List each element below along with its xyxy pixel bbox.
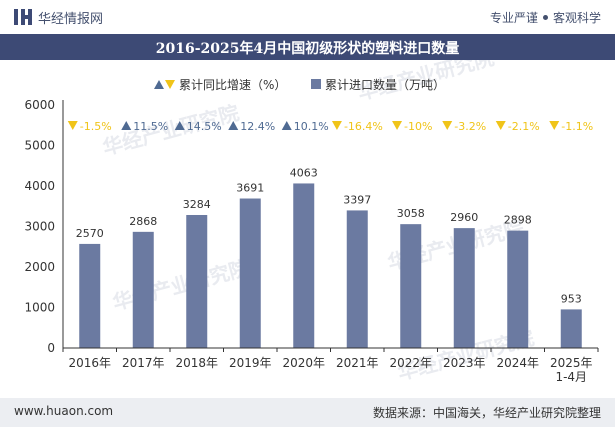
growth-label: -1.5%	[80, 120, 112, 133]
bar-value-label: 2570	[76, 227, 104, 240]
growth-up-triangle-icon	[281, 121, 292, 130]
growth-labels: -1.5% 11.5% 14.5% 12.4% 10.1% -16.4% -10% -3.2%…	[67, 120, 593, 133]
legend-bar-swatch	[311, 79, 321, 89]
x-tick-label: 2022年	[389, 356, 432, 370]
chart-legend: 累计同比增速（%） 累计进口数量（万吨）	[154, 77, 445, 92]
bar-value-label: 4063	[290, 166, 318, 179]
legend-label-growth: 累计同比增速（%）	[179, 78, 286, 92]
legend-down-triangle-icon	[165, 80, 175, 89]
bar-chart: 华经产业研究院华经产业研究院华经产业研究院华经产业研究院华经产业研究院 累计同比…	[24, 60, 599, 385]
growth-label: -2.1%	[508, 120, 540, 133]
growth-label: 11.5%	[133, 120, 168, 133]
legend-up-triangle-icon	[154, 80, 164, 89]
bar-value-label: 3284	[183, 198, 211, 211]
top-bar: 华经情报网 专业严谨 客观科学	[0, 0, 615, 34]
x-tick-label: 2021年	[336, 356, 379, 370]
growth-down-triangle-icon	[392, 121, 403, 130]
growth-label: -1.1%	[561, 120, 593, 133]
footer-url: www.huaon.com	[14, 404, 114, 418]
slogan-dot-icon	[542, 15, 548, 20]
y-tick-label: 3000	[24, 220, 55, 234]
legend-label-quantity: 累计进口数量（万吨）	[325, 77, 445, 92]
data-source: 数据来源：中国海关，华经产业研究院整理	[372, 406, 601, 420]
bar	[507, 230, 529, 348]
growth-label: 14.5%	[187, 120, 222, 133]
bar	[79, 243, 101, 348]
bar-value-label: 3058	[397, 207, 425, 220]
y-axis: 0 1000 2000 3000 4000 5000 6000	[24, 98, 64, 355]
bar	[560, 309, 582, 348]
x-tick-label: 2020年	[282, 356, 325, 370]
bar	[239, 198, 261, 348]
x-tick-label: 2016年	[68, 356, 111, 370]
growth-label: -10%	[404, 120, 432, 133]
bar	[453, 228, 475, 348]
bar	[346, 210, 368, 348]
x-tick-label: 2019年	[229, 356, 272, 370]
bar-value-labels: 2570 2868 3284 3691 4063 3397 3058 2960 2898 953	[76, 166, 582, 305]
slogan-left: 专业严谨	[489, 11, 538, 25]
y-tick-label: 0	[47, 341, 55, 355]
bar-value-label: 3397	[343, 193, 371, 206]
bar-value-label: 2898	[504, 214, 532, 227]
slogan: 专业严谨 客观科学	[490, 9, 601, 26]
bar-series	[79, 183, 582, 348]
y-tick-label: 4000	[24, 179, 55, 193]
growth-down-triangle-icon	[495, 121, 506, 130]
y-tick-label: 2000	[24, 260, 55, 274]
growth-label: -3.2%	[454, 120, 486, 133]
x-axis: 2016年 2017年 2018年 2019年 2020年 2021年 2022年 2023年…	[62, 347, 599, 384]
x-tick-label: 2023年	[443, 356, 486, 370]
x-tick-label: 2025年	[550, 356, 593, 370]
y-tick-label: 6000	[24, 98, 55, 112]
bar-value-label: 2868	[129, 215, 157, 228]
bar	[132, 231, 154, 348]
growth-up-triangle-icon	[121, 121, 132, 130]
growth-label: -16.4%	[344, 120, 383, 133]
growth-label: 12.4%	[240, 120, 275, 133]
bar-value-label: 953	[561, 292, 582, 305]
x-tick-label: 2018年	[175, 356, 218, 370]
slogan-right: 客观科学	[552, 11, 601, 25]
bar	[400, 224, 422, 348]
growth-label: 10.1%	[294, 120, 329, 133]
bar-value-label: 3691	[236, 182, 264, 195]
growth-down-triangle-icon	[442, 121, 453, 130]
bar	[293, 183, 315, 348]
chart-title: 2016-2025年4月中国初级形状的塑料进口数量	[155, 41, 460, 57]
x-tick-label: 2024年	[496, 356, 539, 370]
x-tick-label: 1-4月	[555, 370, 587, 384]
footer: www.huaon.com 数据来源：中国海关，华经产业研究院整理	[0, 398, 615, 427]
brand-name: 华经情报网	[38, 12, 104, 27]
y-tick-label: 1000	[24, 301, 55, 315]
bar-value-label: 2960	[450, 211, 478, 224]
title-bar: 2016-2025年4月中国初级形状的塑料进口数量	[0, 34, 615, 60]
growth-up-triangle-icon	[174, 121, 185, 130]
growth-down-triangle-icon	[549, 121, 560, 130]
bar	[186, 214, 208, 348]
brand-logo-icon	[14, 9, 32, 25]
y-tick-label: 5000	[24, 139, 55, 153]
x-tick-label: 2017年	[122, 356, 165, 370]
growth-down-triangle-icon	[67, 121, 78, 130]
growth-down-triangle-icon	[331, 121, 342, 130]
watermark-text: 华经产业研究院	[110, 255, 251, 314]
growth-up-triangle-icon	[228, 121, 239, 130]
